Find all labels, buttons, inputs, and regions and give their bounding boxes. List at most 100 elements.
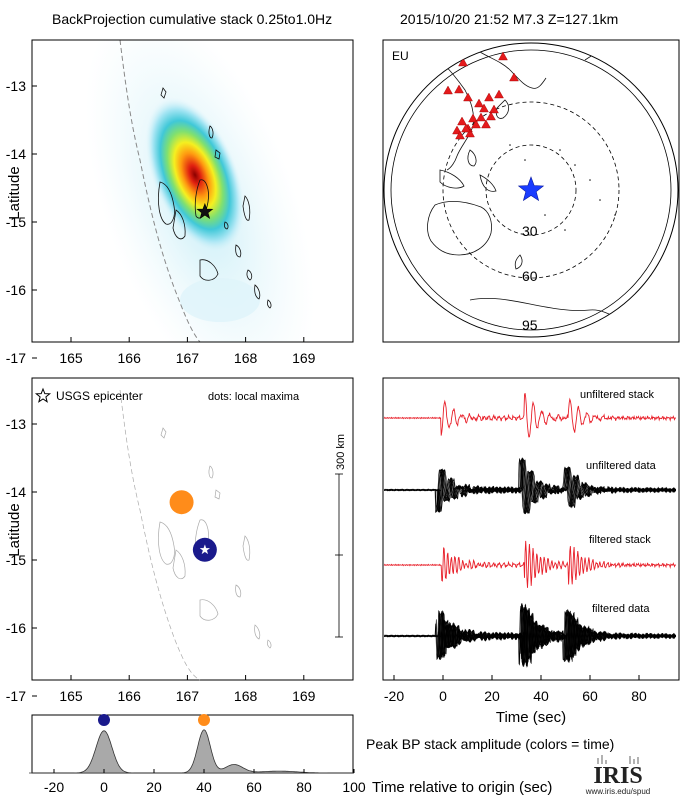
epicenter-star-marker <box>196 202 214 220</box>
y-tick-label: -16 <box>6 620 26 636</box>
x-tick-label: 167 <box>176 350 200 366</box>
maxima-map-axes: 165 166 167 168 169 -13 -14 -15 -16 -17 <box>6 416 316 704</box>
maxima-map-panel: USGS epicenter dots: local maxima 300 km… <box>6 377 354 704</box>
station-triangle <box>476 112 486 122</box>
globe-array-label: EU <box>392 49 409 63</box>
peak-title: Peak BP stack amplitude (colors = time) <box>366 736 614 752</box>
station-triangle <box>481 119 491 129</box>
globe-island-dots <box>509 144 616 231</box>
distance-ring-95 <box>390 49 672 331</box>
waveform-trace <box>384 605 677 666</box>
header-title-left: BackProjection cumulative stack 0.25to1.… <box>52 11 332 27</box>
station-triangle <box>443 85 453 95</box>
iris-logo-text: IRIS <box>593 763 642 789</box>
iris-logo-url: www.iris.edu/spud <box>585 787 650 796</box>
x-tick-label: 0 <box>439 688 447 704</box>
station-triangle <box>457 116 467 126</box>
waveform-trace <box>383 393 677 438</box>
station-triangle <box>468 113 478 123</box>
ring-label-30: 30 <box>522 223 538 239</box>
distance-ring-30 <box>485 144 577 236</box>
x-tick-label: 40 <box>196 779 212 795</box>
x-tick-label: 0 <box>100 779 108 795</box>
globe-epicenter-star <box>517 176 545 202</box>
waveform-panel: unfiltered stack unfiltered data filtere… <box>382 377 680 726</box>
x-tick-label: 20 <box>484 688 500 704</box>
station-triangle <box>454 84 464 94</box>
x-tick-label: 20 <box>146 779 162 795</box>
peak-panel: -20 0 20 40 60 80 100 Peak BP stack amplitude … <box>29 714 614 796</box>
y-tick-label: -13 <box>6 416 26 432</box>
waveform-traces <box>383 393 677 668</box>
y-tick-label: -16 <box>6 282 26 298</box>
peak-marker <box>98 714 110 726</box>
maxima-dot <box>169 490 194 515</box>
legend-star-icon <box>34 387 52 403</box>
x-tick-label: 166 <box>118 350 142 366</box>
station-triangles <box>443 51 519 140</box>
legend-dots-label: dots: local maxima <box>208 391 300 403</box>
x-tick-label: 169 <box>292 350 316 366</box>
peak-axes: -20 0 20 40 60 80 100 <box>44 769 366 795</box>
bp-halo-tail <box>180 278 260 322</box>
bp-map-axes: 165 166 167 168 169 -13 -14 -15 -16 -17 <box>6 78 316 366</box>
x-tick-label: 165 <box>59 688 83 704</box>
peak-area <box>29 729 354 774</box>
x-tick-label: -20 <box>44 779 64 795</box>
station-triangle <box>474 98 484 108</box>
station-triangle <box>486 111 496 121</box>
legend-epicenter-label: USGS epicenter <box>56 389 143 403</box>
bp-map-frame <box>31 39 354 343</box>
peak-xlabel: Time relative to origin (sec) <box>372 779 552 796</box>
y-tick-label: -17 <box>6 350 26 366</box>
station-triangle <box>455 130 465 140</box>
label-filtered-stack: filtered stack <box>589 534 651 546</box>
station-triangle <box>471 119 481 129</box>
station-triangle <box>509 72 519 82</box>
maxima-map-ylabel: Latitude <box>6 503 23 556</box>
x-tick-label: -20 <box>384 688 404 704</box>
x-tick-label: 60 <box>582 688 598 704</box>
station-triangle <box>484 92 494 102</box>
waveform-trace <box>383 603 677 668</box>
bp-map-ylabel: Latitude <box>6 166 23 219</box>
x-tick-label: 169 <box>292 688 316 704</box>
globe-content <box>390 49 672 331</box>
y-tick-label: -15 <box>6 214 26 230</box>
x-tick-label: 168 <box>234 350 258 366</box>
station-triangle <box>463 92 473 102</box>
y-tick-label: -15 <box>6 552 26 568</box>
label-unfiltered-stack: unfiltered stack <box>580 389 654 401</box>
waveform-trace <box>384 458 676 514</box>
maxima-map-frame <box>31 377 354 681</box>
station-triangle <box>458 57 468 67</box>
iris-seismogram-icon <box>597 755 639 764</box>
x-tick-label: 165 <box>59 350 83 366</box>
trench-line <box>119 40 201 342</box>
y-tick-label: -13 <box>6 78 26 94</box>
x-tick-label: 60 <box>246 779 262 795</box>
peak-dots <box>98 714 210 726</box>
peak-marker <box>198 714 210 726</box>
y-tick-label: -14 <box>6 484 26 500</box>
x-tick-label: 167 <box>176 688 200 704</box>
peak-frame <box>31 714 354 774</box>
header-title-right: 2015/10/20 21:52 M7.3 Z=127.1km <box>400 11 618 27</box>
station-triangle <box>494 89 504 99</box>
station-triangle <box>465 128 475 138</box>
label-unfiltered-data: unfiltered data <box>586 460 657 472</box>
x-tick-label: 100 <box>342 779 366 795</box>
label-filtered-data: filtered data <box>592 603 650 615</box>
station-triangle <box>498 51 508 61</box>
x-tick-label: 80 <box>296 779 312 795</box>
globe-panel: EU 30 60 95 <box>382 39 680 343</box>
distance-ring-60 <box>442 101 620 279</box>
ring-label-95: 95 <box>522 317 538 333</box>
scale-bar-label: 300 km <box>335 434 347 470</box>
bp-map-panel: 165 166 167 168 169 -13 -14 -15 -16 -17 Latitude <box>6 39 354 366</box>
x-tick-label: 40 <box>533 688 549 704</box>
y-tick-label: -14 <box>6 146 26 162</box>
iris-logo: IRIS www.iris.edu/spud <box>585 755 650 796</box>
